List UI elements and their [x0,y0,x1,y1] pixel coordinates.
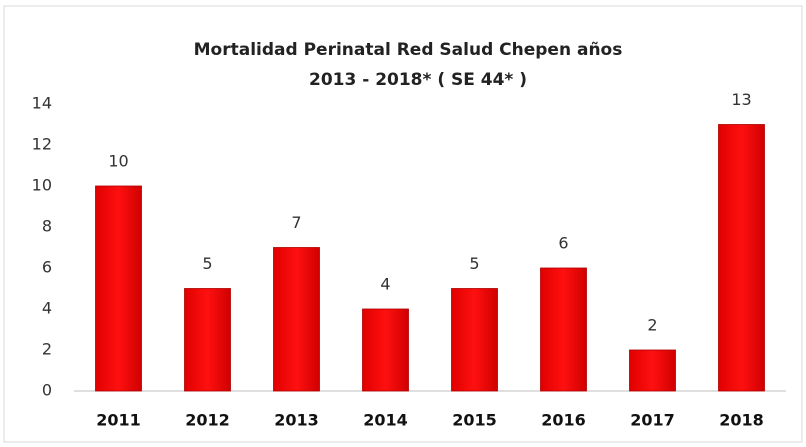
chart-title: Mortalidad Perinatal Red Salud Chepen añ… [194,40,623,60]
value-label: 7 [291,213,301,232]
bar [629,349,676,392]
y-tick-label: 2 [42,340,52,359]
x-tick-label: 2016 [541,411,586,430]
x-tick-label: 2017 [630,411,675,430]
y-tick-label: 4 [42,299,52,318]
x-tick-label: 2018 [719,411,764,430]
x-tick-label: 2011 [96,411,141,430]
value-label: 5 [469,254,479,273]
value-label: 13 [731,90,751,109]
value-label: 2 [647,316,657,335]
bar [184,288,231,392]
y-tick-label: 6 [42,258,52,277]
bar [273,247,320,392]
bar [95,185,142,392]
value-label: 6 [558,234,568,253]
bar [540,267,587,392]
y-tick-label: 12 [32,135,52,154]
y-tick-label: 0 [42,381,52,400]
chart-subtitle: 2013 - 2018* ( SE 44* ) [309,70,527,90]
value-label: 10 [108,152,128,171]
x-tick-label: 2012 [185,411,230,430]
y-tick-label: 14 [32,94,52,113]
y-tick-label: 10 [32,176,52,195]
x-tick-label: 2013 [274,411,319,430]
bar [362,308,409,392]
y-tick-label: 8 [42,217,52,236]
x-tick-label: 2015 [452,411,497,430]
bar [718,124,765,392]
x-tick-label: 2014 [363,411,408,430]
value-label: 5 [202,254,212,273]
bar [451,288,498,392]
value-label: 4 [380,275,390,294]
